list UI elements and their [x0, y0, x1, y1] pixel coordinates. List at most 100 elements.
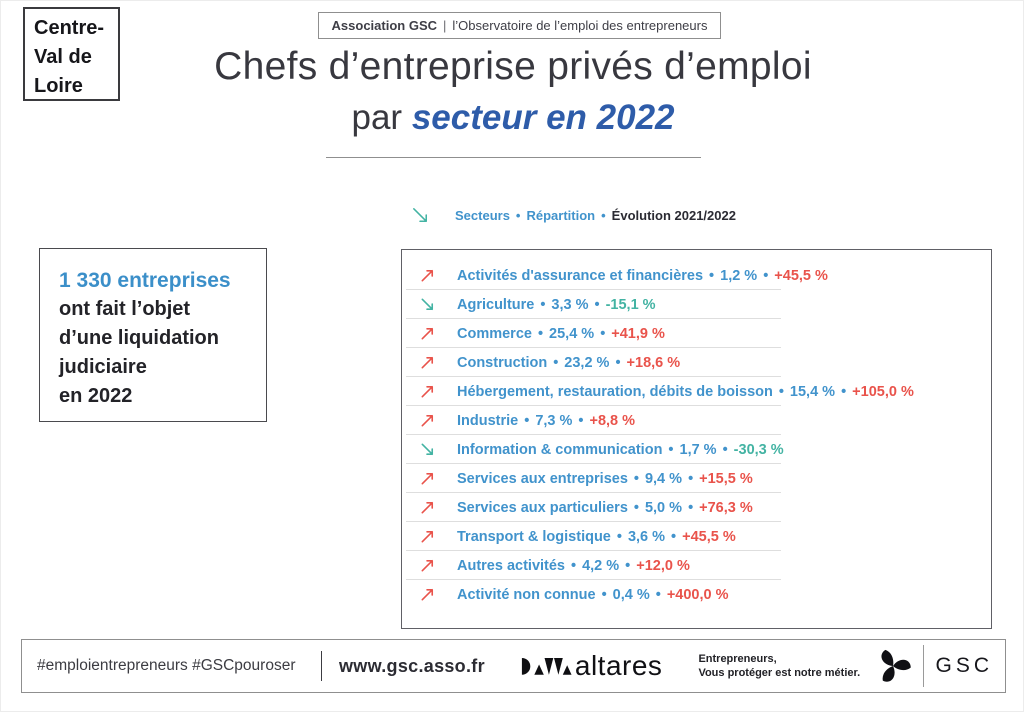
liquidation-box: 1 330 entreprises ont fait l’objet d’une…	[39, 248, 267, 422]
table-row: Transport & logistique • 3,6 % • +45,5 %	[402, 522, 991, 551]
liquidation-line: judiciaire	[59, 356, 147, 378]
tagline-line: Vous protéger est notre métier.	[698, 667, 861, 679]
altares-logo: altares	[519, 650, 663, 682]
tagline-line: Entrepreneurs,	[698, 653, 777, 665]
sector-label: Activités d'assurance et financières	[457, 267, 704, 284]
trend-up-icon	[421, 414, 434, 427]
region-line: Loire	[34, 75, 83, 97]
badge-divider: |	[443, 18, 447, 33]
trend-up-icon	[421, 530, 434, 543]
bullet-separator: •	[763, 267, 769, 284]
evolution-value: +12,0 %	[636, 557, 690, 574]
header-col-evolution: Évolution 2021/2022	[611, 208, 736, 223]
bullet-separator: •	[655, 586, 661, 603]
title-prefix: par	[351, 98, 403, 137]
title-highlight: secteur en 2022	[411, 98, 675, 137]
table-row: Hébergement, restauration, débits de boi…	[402, 377, 991, 406]
share-value: 1,2 %	[720, 267, 758, 284]
gsc-pinwheel-icon	[881, 649, 912, 682]
sector-label: Transport & logistique	[457, 528, 611, 545]
share-value: 1,7 %	[679, 441, 717, 458]
region-line: Centre-	[34, 17, 105, 39]
table-row: Agriculture • 3,3 % • -15,1 %	[402, 290, 991, 319]
bullet-separator: •	[668, 441, 674, 458]
gsc-logo: GSC	[874, 645, 993, 687]
bullet-separator: •	[616, 528, 622, 545]
region-line: Val de	[34, 46, 92, 68]
share-value: 4,2 %	[582, 557, 620, 574]
trend-up-icon	[421, 501, 434, 514]
evolution-value: -15,1 %	[605, 296, 656, 313]
gsc-wordmark: GSC	[935, 654, 993, 677]
evolution-value: +41,9 %	[611, 325, 665, 342]
bullet-separator: •	[601, 208, 606, 223]
footer-divider	[321, 651, 322, 681]
share-value: 7,3 %	[535, 412, 573, 429]
gsc-logo-divider	[923, 645, 925, 687]
table-header: Secteurs • Répartition • Évolution 2021/…	[410, 205, 736, 226]
header-col-repartition: Répartition	[526, 208, 596, 223]
table-row: Commerce • 25,4 % • +41,9 %	[402, 319, 991, 348]
trend-up-icon	[421, 385, 434, 398]
association-name: Association GSC	[331, 18, 437, 33]
sector-label: Autres activités	[457, 557, 565, 574]
evolution-value: +45,5 %	[774, 267, 828, 284]
altares-wordmark: altares	[574, 650, 663, 681]
share-value: 15,4 %	[789, 383, 836, 400]
hashtags: #emploientrepreneurs #GSCpouroser	[37, 657, 296, 674]
trend-up-icon	[421, 327, 434, 340]
bullet-separator: •	[571, 557, 577, 574]
bullet-separator: •	[778, 383, 784, 400]
share-value: 3,3 %	[551, 296, 589, 313]
sector-label: Agriculture	[457, 296, 535, 313]
sector-label: Commerce	[457, 325, 532, 342]
sector-label: Construction	[457, 354, 548, 371]
share-value: 9,4 %	[644, 470, 683, 487]
trend-down-icon	[413, 208, 427, 222]
sector-label: Activité non connue	[457, 586, 596, 603]
share-value: 3,6 %	[627, 528, 666, 545]
title-line1: Chefs d’entreprise privés d’emploi	[214, 45, 812, 88]
sector-label: Hébergement, restauration, débits de boi…	[457, 383, 773, 400]
table-row: Industrie • 7,3 % • +8,8 %	[402, 406, 991, 435]
liquidation-line: ont fait l’objet	[59, 298, 191, 320]
altares-mark-icon	[521, 657, 572, 675]
table-row: Activité non connue • 0,4 % • +400,0 %	[402, 580, 991, 609]
sector-table: Activités d'assurance et financières • 1,2…	[401, 249, 992, 629]
bullet-separator: •	[600, 325, 606, 342]
bullet-separator: •	[615, 354, 621, 371]
bullet-separator: •	[841, 383, 847, 400]
table-header-labels: Secteurs • Répartition • Évolution 2021/…	[455, 208, 736, 223]
gsc-tagline: Entrepreneurs, Vous protéger est notre m…	[698, 652, 860, 680]
bullet-separator: •	[601, 586, 607, 603]
evolution-value: +45,5 %	[682, 528, 736, 545]
bullet-separator: •	[515, 208, 521, 223]
sector-label: Services aux particuliers	[457, 499, 628, 516]
liquidation-line: en 2022	[59, 385, 133, 407]
share-value: 23,2 %	[564, 354, 610, 371]
evolution-value: +18,6 %	[626, 354, 681, 371]
sector-label: Information & communication	[457, 441, 663, 458]
bullet-separator: •	[553, 354, 559, 371]
bullet-separator: •	[578, 412, 584, 429]
title-line2: par secteur en 2022	[1, 98, 1024, 138]
header-col-sectors: Secteurs	[455, 208, 510, 223]
trend-down-icon	[421, 298, 434, 311]
share-value: 5,0 %	[644, 499, 683, 516]
share-value: 0,4 %	[612, 586, 650, 603]
evolution-value: +8,8 %	[589, 412, 636, 429]
bullet-separator: •	[722, 441, 728, 458]
bullet-separator: •	[633, 470, 639, 487]
evolution-value: +105,0 %	[852, 383, 914, 400]
bullet-separator: •	[709, 267, 715, 284]
table-row: Autres activités • 4,2 % • +12,0 %	[402, 551, 991, 580]
table-row: Services aux particuliers • 5,0 % • +76,3 %	[402, 493, 991, 522]
bullet-separator: •	[671, 528, 677, 545]
table-row: Construction • 23,2 % • +18,6 %	[402, 348, 991, 377]
liquidation-headline: 1 330 entreprises	[59, 269, 231, 292]
table-row: Information & communication • 1,7 % • -30,3 …	[402, 435, 991, 464]
sector-label: Services aux entreprises	[457, 470, 628, 487]
footer-bar: #emploientrepreneurs #GSCpouroser www.gs…	[21, 639, 1006, 693]
bullet-separator: •	[625, 557, 631, 574]
